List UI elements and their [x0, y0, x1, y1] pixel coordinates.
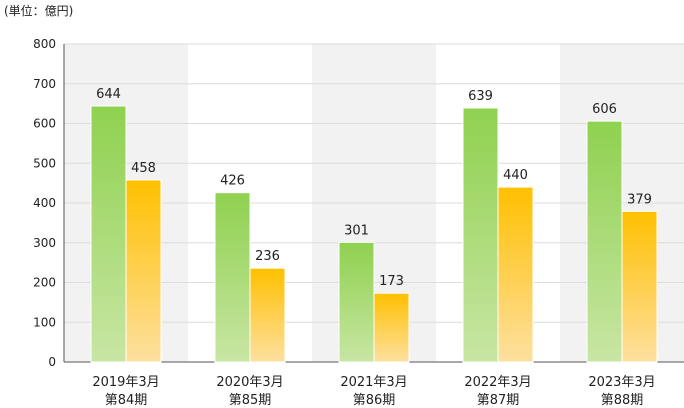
- data-label: 426: [220, 174, 245, 189]
- data-label: 639: [468, 89, 493, 104]
- y-tick-label: 0: [48, 355, 56, 369]
- data-label: 644: [96, 87, 121, 102]
- y-tick-label: 200: [33, 276, 56, 290]
- x-tick-label: 2019年3月: [92, 375, 159, 390]
- data-label: 606: [592, 102, 617, 117]
- axes: 0 100 200 300 400 500 600 700 800: [33, 37, 684, 369]
- data-label: 236: [255, 249, 280, 264]
- bar: [373, 292, 410, 363]
- y-tick-label: 400: [33, 196, 56, 210]
- bar: [621, 210, 658, 363]
- x-tick-label: 2020年3月: [216, 375, 283, 390]
- x-tick-label: 第86期: [353, 393, 396, 408]
- x-tick-label: 第85期: [229, 393, 272, 408]
- x-tick-label: 第87期: [477, 393, 520, 408]
- bars: [90, 105, 658, 363]
- data-label: 173: [379, 274, 404, 289]
- y-tick-label: 700: [33, 77, 56, 91]
- data-label: 301: [344, 223, 369, 238]
- x-tick-label: 2023年3月: [588, 375, 655, 390]
- bar: [90, 105, 127, 363]
- x-tick-label: 第88期: [601, 393, 644, 408]
- data-label: 458: [131, 161, 156, 176]
- y-tick-label: 600: [33, 117, 56, 131]
- bar: [214, 192, 251, 363]
- y-tick-label: 300: [33, 236, 56, 250]
- bar: [462, 107, 499, 363]
- bar: [125, 179, 162, 363]
- unit-label: (単位：億円): [4, 4, 74, 18]
- y-tick-label: 800: [33, 37, 56, 51]
- y-tick-label: 500: [33, 156, 56, 170]
- data-label: 379: [627, 192, 652, 207]
- y-tick-label: 100: [33, 315, 56, 329]
- data-label: 440: [503, 168, 528, 183]
- x-tick-label: 2022年3月: [464, 375, 531, 390]
- x-tick-label: 第84期: [105, 393, 148, 408]
- bar: [249, 267, 286, 363]
- bar: [338, 241, 375, 363]
- bar: [497, 186, 534, 363]
- x-tick-label: 2021年3月: [340, 375, 407, 390]
- bar: [586, 120, 623, 363]
